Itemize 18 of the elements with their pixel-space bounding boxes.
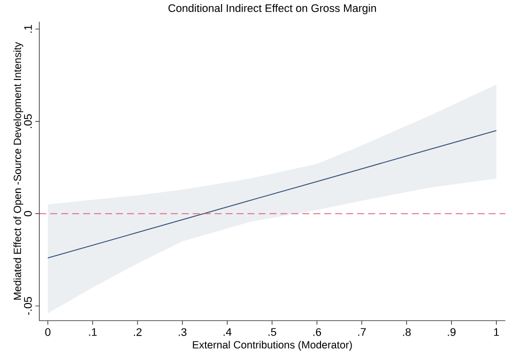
- y-tick-label: -.05: [24, 296, 32, 315]
- x-axis-title: External Contributions (Moderator): [192, 340, 352, 351]
- chart-title: Conditional Indirect Effect on Gross Margin: [168, 4, 376, 14]
- x-tick-label: .6: [313, 328, 322, 336]
- x-tick-label: .4: [224, 328, 232, 336]
- x-tick-label: .3: [178, 328, 186, 336]
- x-tick-label: .7: [358, 328, 366, 336]
- y-tick-label: 0: [24, 211, 32, 216]
- y-tick-label: .1: [24, 25, 32, 33]
- x-tick-label: .8: [403, 328, 411, 336]
- x-tick-label: .9: [448, 328, 456, 336]
- x-tick-label: .5: [268, 328, 276, 336]
- x-tick-label: .1: [89, 328, 97, 336]
- y-tick-label: .05: [24, 114, 32, 128]
- y-axis-title: Mediated Effect of Open -Source Development Intensity: [13, 42, 24, 300]
- x-tick-label: 1: [494, 328, 499, 336]
- x-tick-label: 0: [45, 328, 50, 336]
- x-tick-label: .2: [134, 328, 142, 336]
